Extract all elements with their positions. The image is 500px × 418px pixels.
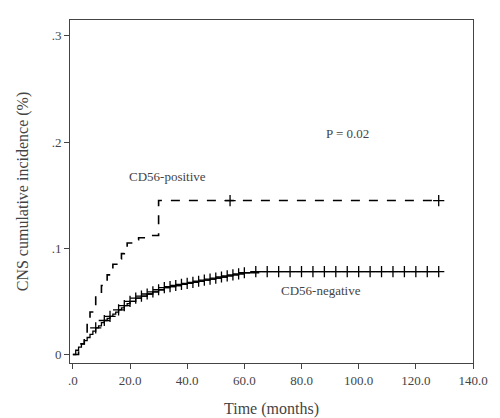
svg-text:.2: .2 <box>52 135 62 150</box>
svg-text:0: 0 <box>55 347 62 362</box>
svg-text:120.0: 120.0 <box>401 373 430 388</box>
svg-text:60.0: 60.0 <box>233 373 256 388</box>
svg-text:CNS cumulative incidence (%): CNS cumulative incidence (%) <box>14 92 32 292</box>
svg-text:80.0: 80.0 <box>290 373 313 388</box>
svg-text:20.0: 20.0 <box>119 373 142 388</box>
svg-text:P = 0.02: P = 0.02 <box>326 126 369 141</box>
svg-text:CD56-negative: CD56-negative <box>281 283 361 298</box>
svg-text:.0: .0 <box>68 373 78 388</box>
svg-text:.1: .1 <box>52 241 62 256</box>
svg-text:140.0: 140.0 <box>458 373 487 388</box>
svg-text:40.0: 40.0 <box>176 373 199 388</box>
svg-text:Time (months): Time (months) <box>224 400 319 418</box>
svg-text:.3: .3 <box>52 28 62 43</box>
svg-text:CD56-positive: CD56-positive <box>129 169 206 184</box>
svg-text:100.0: 100.0 <box>344 373 373 388</box>
